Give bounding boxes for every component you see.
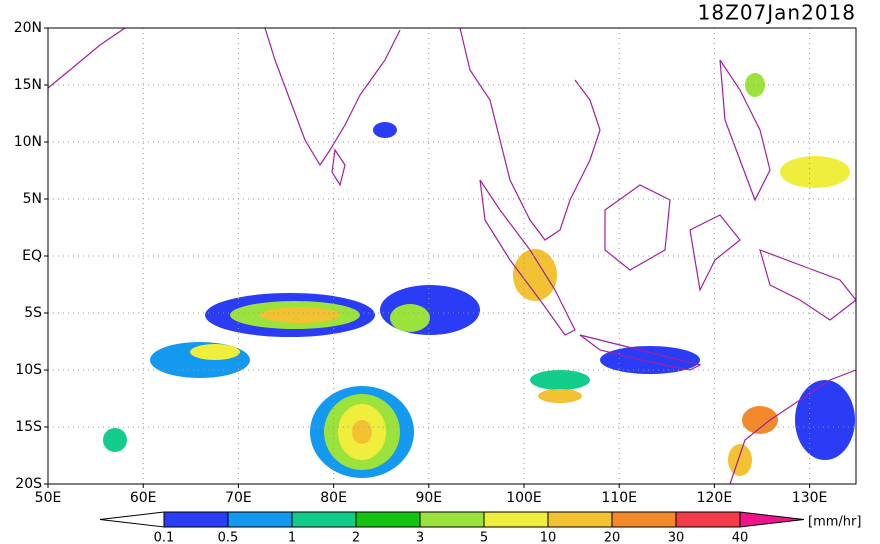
- colorbar-label: 2: [352, 531, 360, 544]
- lon-label: 130E: [792, 490, 828, 506]
- coastline: [331, 148, 346, 187]
- coastline: [47, 27, 126, 89]
- rain-area: [538, 389, 582, 403]
- rain-area: [742, 406, 778, 434]
- lon-label: 60E: [130, 490, 157, 506]
- colorbar-segment: [611, 511, 677, 528]
- coastline: [459, 27, 601, 241]
- coastline: [729, 369, 857, 485]
- colorbar-segment: [547, 511, 613, 528]
- colorbar-label: 3: [416, 531, 424, 544]
- lat-label: 5S: [24, 305, 42, 321]
- lat-label: 20S: [15, 476, 42, 492]
- lat-label: 10N: [14, 134, 42, 150]
- colorbar-label: 1: [288, 531, 296, 544]
- coastlines: [47, 27, 857, 485]
- colorbar-label: 5: [480, 531, 488, 544]
- colorbar-segment: [355, 511, 421, 528]
- colorbar-label: 10: [540, 531, 557, 544]
- colorbar-label: 30: [668, 531, 685, 544]
- lat-label: 5N: [23, 191, 42, 207]
- coastline: [479, 179, 576, 336]
- rain-area: [190, 344, 240, 360]
- rain-area: [373, 122, 397, 138]
- map-title: 18Z07Jan2018: [698, 1, 856, 25]
- colorbar-under: [99, 511, 165, 528]
- lat-label: 20N: [14, 20, 42, 36]
- lon-label: 80E: [320, 490, 347, 506]
- rain-area: [780, 156, 850, 188]
- lat-label: 10S: [15, 362, 42, 378]
- rain-area: [600, 346, 700, 374]
- colorbar-unit: [mm/hr]: [808, 515, 861, 530]
- lon-label: 100E: [506, 490, 542, 506]
- map-area: [47, 27, 857, 485]
- colorbar-label: 0.5: [218, 531, 239, 544]
- coastline: [719, 59, 771, 202]
- lon-label: 70E: [225, 490, 252, 506]
- lon-label: 90E: [415, 490, 442, 506]
- lat-label: 15N: [14, 77, 42, 93]
- coastline: [604, 184, 671, 271]
- rain-area: [728, 444, 752, 476]
- colorbar-segment: [291, 511, 357, 528]
- coastline: [759, 249, 857, 321]
- rain-area: [530, 370, 590, 390]
- lon-label: 110E: [601, 490, 637, 506]
- rain-area: [352, 420, 372, 444]
- colorbar-segment: [419, 511, 485, 528]
- lat-label: 15S: [15, 419, 42, 435]
- lon-label: 50E: [35, 490, 62, 506]
- rain-area: [745, 73, 765, 97]
- rain-area: [795, 380, 855, 460]
- colorbar-label: 0.1: [154, 531, 175, 544]
- coastline: [689, 214, 741, 292]
- rain-area: [390, 304, 430, 332]
- rain-area: [260, 307, 340, 323]
- coastline: [264, 27, 401, 167]
- precipitation: [103, 73, 855, 478]
- colorbar-segment: [675, 511, 741, 528]
- colorbar-segment: [483, 511, 549, 528]
- rain-area: [103, 428, 127, 452]
- lat-label: EQ: [22, 248, 42, 264]
- colorbar-over: [739, 511, 805, 528]
- coastline: [579, 334, 702, 371]
- map-background: [48, 28, 856, 484]
- colorbar-label: 40: [732, 531, 749, 544]
- map-frame: [47, 27, 857, 485]
- lon-label: 120E: [697, 490, 733, 506]
- colorbar-label: 20: [604, 531, 621, 544]
- colorbar-segment: [163, 511, 229, 528]
- colorbar-segment: [227, 511, 293, 528]
